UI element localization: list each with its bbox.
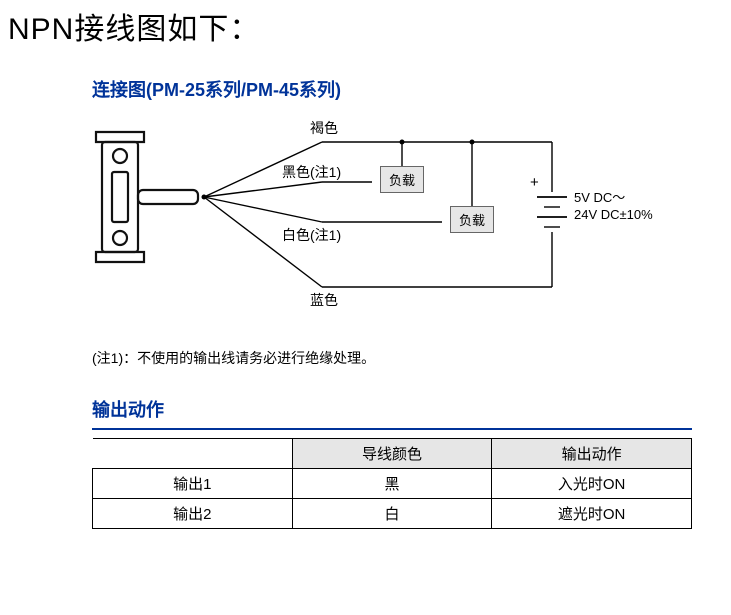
label-black: 黑色(注1) xyxy=(282,162,341,182)
page-title: NPN接线图如下： xyxy=(8,4,731,48)
cell-out2-color: 白 xyxy=(292,499,492,529)
series-mid1: 系列/ xyxy=(205,80,246,100)
table-header-row: 导线颜色 输出动作 xyxy=(93,439,692,469)
series1: PM-25 xyxy=(152,80,205,100)
label-white: 白色(注1) xyxy=(282,225,341,245)
output-title: 输出动作 xyxy=(92,396,731,422)
voltage-line2: 24V DC±10% xyxy=(574,207,653,224)
section-title: 连接图(PM-25系列/PM-45系列) xyxy=(92,76,731,102)
cell-out2-action: 遮光时ON xyxy=(492,499,692,529)
wiring-diagram: 褐色 黑色(注1) 白色(注1) 蓝色 负载 负载 + 5V DC～ 24V D… xyxy=(92,112,692,332)
output-table: 导线颜色 输出动作 输出1 黑 入光时ON 输出2 白 遮光时ON xyxy=(92,438,692,529)
cell-out1-action: 入光时ON xyxy=(492,469,692,499)
th-output-action: 输出动作 xyxy=(492,439,692,469)
label-blue: 蓝色 xyxy=(310,290,338,310)
th-wire-color: 导线颜色 xyxy=(292,439,492,469)
series2: PM-45 xyxy=(246,80,299,100)
cell-out1: 输出1 xyxy=(93,469,293,499)
note-text: (注1)：不使用的输出线请务必进行绝缘处理。 xyxy=(92,348,731,368)
cell-out2: 输出2 xyxy=(93,499,293,529)
voltage-label: 5V DC～ 24V DC±10% xyxy=(574,190,653,224)
wires xyxy=(204,142,567,287)
load-box-1: 负载 xyxy=(380,166,424,193)
plus-sign: + xyxy=(530,174,539,191)
section-divider xyxy=(92,428,692,430)
th-empty xyxy=(93,439,293,469)
label-brown: 褐色 xyxy=(310,118,338,138)
table-row: 输出2 白 遮光时ON xyxy=(93,499,692,529)
table-row: 输出1 黑 入光时ON xyxy=(93,469,692,499)
voltage-line1: 5V DC～ xyxy=(574,190,653,207)
sensor-icon xyxy=(96,132,198,262)
series-mid2: 系列) xyxy=(299,80,341,100)
load-box-2: 负载 xyxy=(450,206,494,233)
section-prefix: 连接图( xyxy=(92,80,152,100)
cell-out1-color: 黑 xyxy=(292,469,492,499)
